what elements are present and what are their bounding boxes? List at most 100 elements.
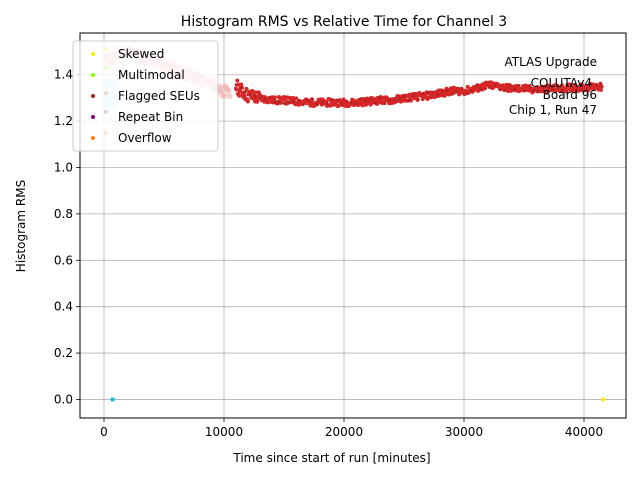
data-point-flagged <box>565 84 569 88</box>
data-point-flagged <box>537 89 540 93</box>
legend-label-overflow: Overflow <box>118 131 172 145</box>
x-tick-label: 40000 <box>565 425 603 439</box>
data-point-flagged <box>513 87 516 91</box>
data-point-flagged <box>321 101 324 105</box>
data-point-flagged <box>306 98 310 102</box>
data-point <box>239 82 244 87</box>
data-point <box>573 83 578 88</box>
data-point-flagged <box>421 91 425 95</box>
annotation-line-1: ATLAS Upgrade <box>504 55 597 69</box>
data-point-flagged <box>594 83 598 87</box>
data-point-flagged <box>445 89 449 92</box>
data-point-flagged <box>599 82 603 86</box>
y-tick-label: 0.2 <box>54 346 73 360</box>
data-point-flagged <box>402 94 406 98</box>
grid <box>80 33 626 418</box>
data-point-flagged <box>273 101 276 104</box>
data-point-flagged <box>297 99 300 103</box>
y-tick-label: 0.0 <box>54 392 73 406</box>
data-point-flagged <box>349 101 353 105</box>
data-point-flagged <box>575 86 579 89</box>
data-point <box>244 86 249 91</box>
data-point-flagged <box>441 90 444 93</box>
data-point-flagged <box>239 86 243 90</box>
data-point-flagged <box>378 96 382 99</box>
data-point-flagged <box>489 86 492 90</box>
x-axis-label: Time since start of run [minutes] <box>232 451 430 465</box>
data-point <box>432 95 437 100</box>
data-point-flagged <box>503 89 507 92</box>
legend: Skewed Multimodal Flagged SEUs Repeat Bi… <box>72 40 219 152</box>
data-point-flagged <box>263 98 267 101</box>
annotation-line-4: Chip 1, Run 47 <box>509 103 597 117</box>
data-point-flagged <box>354 102 358 106</box>
x-tick-label: 0 <box>100 425 108 439</box>
data-point-flagged <box>268 95 271 99</box>
data-point-early <box>225 87 232 94</box>
y-tick-label: 0.6 <box>54 253 73 267</box>
legend-box <box>72 40 219 152</box>
y-tick-label: 1.2 <box>54 114 73 128</box>
data-point <box>237 89 242 94</box>
annotation-line-2: COLUTAv4 <box>531 76 592 90</box>
data-point-flagged <box>335 98 339 102</box>
data-point-flagged <box>373 101 377 105</box>
data-point-early <box>217 83 224 90</box>
data-point-early <box>226 93 233 100</box>
data-point-flagged <box>551 88 555 92</box>
data-point-low <box>110 397 115 402</box>
data-point <box>250 88 255 93</box>
legend-label-multimodal: Multimodal <box>118 68 185 82</box>
data-point-flagged <box>417 98 420 102</box>
legend-label-skewed: Skewed <box>118 47 164 61</box>
legend-label-flagged-seus: Flagged SEUs <box>118 89 200 103</box>
legend-marker-repeat-bin <box>91 115 95 119</box>
data-point-flagged <box>431 90 435 94</box>
data-point-flagged <box>532 89 535 93</box>
data-point-flagged <box>436 93 439 96</box>
data-point-early <box>221 92 228 99</box>
legend-marker-multimodal <box>91 73 95 77</box>
data-point-flagged <box>561 89 564 92</box>
data-point-flagged <box>301 103 305 107</box>
y-tick-label: 1.4 <box>54 68 73 82</box>
data-point-flagged <box>316 103 319 106</box>
data-point-flagged <box>277 100 281 104</box>
data-point-flagged <box>527 84 531 88</box>
data-point-flagged <box>258 96 262 100</box>
legend-marker-skewed <box>91 52 95 56</box>
data-point-flagged <box>311 98 315 102</box>
data-point-flagged <box>570 85 574 89</box>
data-point-flagged <box>484 87 487 91</box>
data-point-flagged <box>465 91 468 95</box>
data-point-flagged <box>249 93 252 96</box>
run-annotation: ATLAS Upgrade COLUTAv4 Board 96 Chip 1, … <box>504 55 597 117</box>
axis-ticks: 0 10000 20000 30000 40000 0.0 0.2 0.4 0.6 0.8 1.0 1… <box>54 68 603 439</box>
data-point-flagged <box>383 102 387 105</box>
data-point-flagged <box>345 99 348 103</box>
data-point-flagged <box>393 97 396 101</box>
y-tick-label: 0.4 <box>54 300 73 314</box>
data-point-flagged <box>585 87 588 91</box>
data-point-flagged <box>253 94 257 98</box>
data-point <box>564 89 569 94</box>
data-point-flagged <box>517 84 521 87</box>
chart-title: Histogram RMS vs Relative Time for Chann… <box>181 14 507 30</box>
data-point <box>272 95 277 100</box>
data-point-flagged <box>469 89 473 92</box>
data-point-flagged <box>388 98 391 102</box>
data-point-flagged <box>479 87 483 91</box>
x-tick-label: 10000 <box>205 425 243 439</box>
legend-marker-flagged-seus <box>91 94 95 98</box>
data-point <box>336 104 341 109</box>
x-tick-label: 20000 <box>325 425 363 439</box>
data-point-flagged <box>325 102 329 106</box>
data-point-flagged <box>498 88 502 92</box>
data-point-flagged <box>412 94 415 98</box>
data-point-flagged <box>340 102 343 106</box>
data-point-flagged <box>426 91 430 94</box>
data-point-flagged <box>541 85 545 88</box>
plot-frame <box>79 32 627 419</box>
y-tick-label: 0.8 <box>54 207 73 221</box>
